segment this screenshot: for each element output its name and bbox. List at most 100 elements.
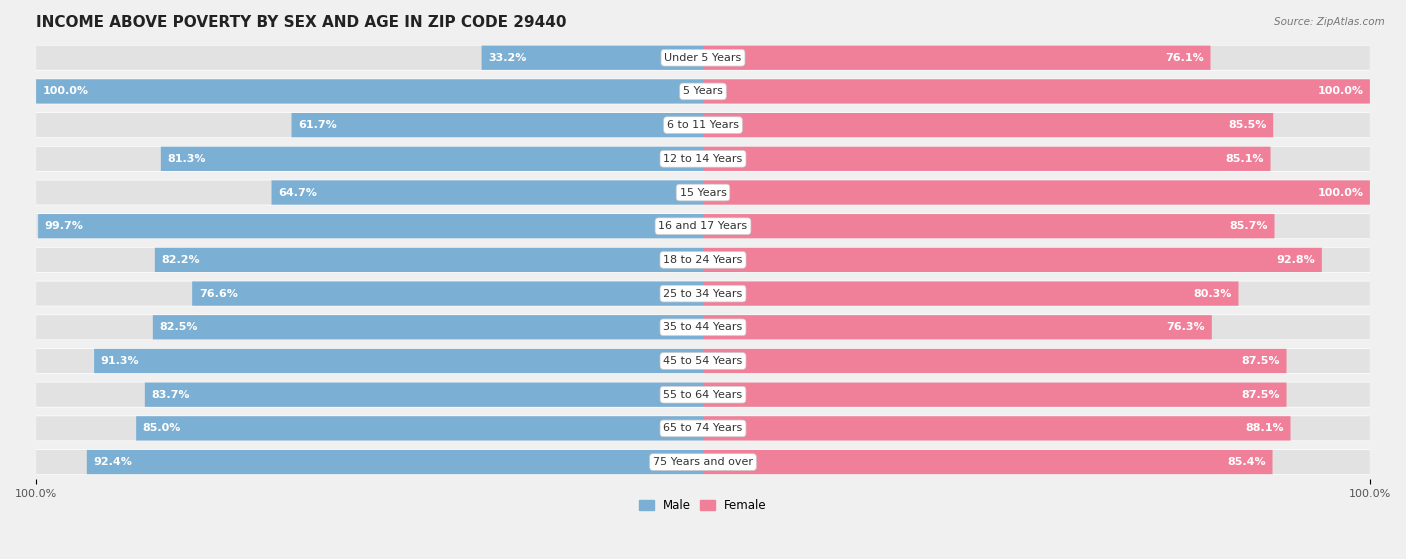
FancyBboxPatch shape — [703, 79, 1369, 103]
FancyBboxPatch shape — [291, 113, 703, 138]
Text: 80.3%: 80.3% — [1194, 288, 1232, 299]
FancyBboxPatch shape — [193, 282, 703, 306]
FancyBboxPatch shape — [155, 248, 703, 272]
FancyBboxPatch shape — [37, 449, 1369, 475]
FancyBboxPatch shape — [37, 315, 703, 339]
FancyBboxPatch shape — [703, 46, 1369, 70]
FancyBboxPatch shape — [87, 450, 703, 474]
Text: 82.5%: 82.5% — [159, 323, 198, 332]
FancyBboxPatch shape — [37, 348, 1369, 374]
FancyBboxPatch shape — [37, 247, 1369, 273]
FancyBboxPatch shape — [153, 315, 703, 339]
Text: 92.4%: 92.4% — [93, 457, 132, 467]
FancyBboxPatch shape — [37, 146, 703, 171]
FancyBboxPatch shape — [37, 415, 1369, 441]
Text: Under 5 Years: Under 5 Years — [665, 53, 741, 63]
Text: 99.7%: 99.7% — [45, 221, 84, 231]
Text: 18 to 24 Years: 18 to 24 Years — [664, 255, 742, 265]
FancyBboxPatch shape — [703, 450, 1272, 474]
Text: 85.1%: 85.1% — [1226, 154, 1264, 164]
FancyBboxPatch shape — [37, 450, 703, 474]
Text: 55 to 64 Years: 55 to 64 Years — [664, 390, 742, 400]
FancyBboxPatch shape — [703, 416, 1369, 440]
Text: 85.4%: 85.4% — [1227, 457, 1265, 467]
FancyBboxPatch shape — [37, 349, 703, 373]
FancyBboxPatch shape — [37, 382, 703, 407]
FancyBboxPatch shape — [703, 315, 1212, 339]
FancyBboxPatch shape — [37, 45, 1369, 70]
Text: 87.5%: 87.5% — [1241, 390, 1279, 400]
FancyBboxPatch shape — [703, 79, 1369, 103]
FancyBboxPatch shape — [37, 315, 1369, 340]
Legend: Male, Female: Male, Female — [634, 494, 772, 517]
Text: 76.3%: 76.3% — [1167, 323, 1205, 332]
FancyBboxPatch shape — [136, 416, 703, 440]
Text: 91.3%: 91.3% — [101, 356, 139, 366]
FancyBboxPatch shape — [145, 382, 703, 407]
FancyBboxPatch shape — [703, 315, 1369, 339]
FancyBboxPatch shape — [37, 79, 1369, 104]
FancyBboxPatch shape — [703, 282, 1369, 306]
Text: 100.0%: 100.0% — [42, 87, 89, 97]
FancyBboxPatch shape — [703, 113, 1274, 138]
FancyBboxPatch shape — [703, 181, 1369, 205]
FancyBboxPatch shape — [37, 281, 1369, 306]
Text: 45 to 54 Years: 45 to 54 Years — [664, 356, 742, 366]
Text: 85.7%: 85.7% — [1229, 221, 1268, 231]
FancyBboxPatch shape — [703, 113, 1369, 138]
FancyBboxPatch shape — [37, 214, 703, 238]
Text: 76.1%: 76.1% — [1166, 53, 1204, 63]
Text: 25 to 34 Years: 25 to 34 Years — [664, 288, 742, 299]
FancyBboxPatch shape — [703, 146, 1271, 171]
FancyBboxPatch shape — [37, 179, 1369, 205]
FancyBboxPatch shape — [703, 382, 1286, 407]
Text: 65 to 74 Years: 65 to 74 Years — [664, 423, 742, 433]
FancyBboxPatch shape — [37, 146, 1369, 172]
FancyBboxPatch shape — [703, 382, 1369, 407]
Text: 85.5%: 85.5% — [1227, 120, 1267, 130]
Text: 15 Years: 15 Years — [679, 187, 727, 197]
FancyBboxPatch shape — [37, 282, 703, 306]
FancyBboxPatch shape — [703, 248, 1369, 272]
FancyBboxPatch shape — [703, 282, 1239, 306]
Text: 16 and 17 Years: 16 and 17 Years — [658, 221, 748, 231]
Text: 64.7%: 64.7% — [278, 187, 318, 197]
Text: 87.5%: 87.5% — [1241, 356, 1279, 366]
Text: 12 to 14 Years: 12 to 14 Years — [664, 154, 742, 164]
Text: INCOME ABOVE POVERTY BY SEX AND AGE IN ZIP CODE 29440: INCOME ABOVE POVERTY BY SEX AND AGE IN Z… — [37, 15, 567, 30]
FancyBboxPatch shape — [37, 214, 1369, 239]
Text: Source: ZipAtlas.com: Source: ZipAtlas.com — [1274, 17, 1385, 27]
Text: 81.3%: 81.3% — [167, 154, 207, 164]
Text: 88.1%: 88.1% — [1246, 423, 1284, 433]
FancyBboxPatch shape — [37, 112, 1369, 138]
FancyBboxPatch shape — [37, 416, 703, 440]
FancyBboxPatch shape — [703, 349, 1369, 373]
FancyBboxPatch shape — [703, 248, 1322, 272]
FancyBboxPatch shape — [703, 214, 1369, 238]
Text: 33.2%: 33.2% — [488, 53, 527, 63]
FancyBboxPatch shape — [37, 248, 703, 272]
FancyBboxPatch shape — [703, 349, 1286, 373]
FancyBboxPatch shape — [703, 416, 1291, 440]
FancyBboxPatch shape — [703, 450, 1369, 474]
FancyBboxPatch shape — [703, 46, 1211, 70]
Text: 85.0%: 85.0% — [143, 423, 181, 433]
FancyBboxPatch shape — [37, 181, 703, 205]
FancyBboxPatch shape — [37, 79, 703, 103]
Text: 82.2%: 82.2% — [162, 255, 200, 265]
Text: 5 Years: 5 Years — [683, 87, 723, 97]
FancyBboxPatch shape — [37, 79, 703, 103]
FancyBboxPatch shape — [271, 181, 703, 205]
Text: 100.0%: 100.0% — [1317, 187, 1364, 197]
Text: 61.7%: 61.7% — [298, 120, 337, 130]
FancyBboxPatch shape — [160, 146, 703, 171]
Text: 35 to 44 Years: 35 to 44 Years — [664, 323, 742, 332]
Text: 6 to 11 Years: 6 to 11 Years — [666, 120, 740, 130]
FancyBboxPatch shape — [703, 181, 1369, 205]
FancyBboxPatch shape — [37, 46, 703, 70]
Text: 92.8%: 92.8% — [1277, 255, 1315, 265]
FancyBboxPatch shape — [37, 113, 703, 138]
FancyBboxPatch shape — [703, 214, 1274, 238]
FancyBboxPatch shape — [37, 382, 1369, 408]
FancyBboxPatch shape — [94, 349, 703, 373]
